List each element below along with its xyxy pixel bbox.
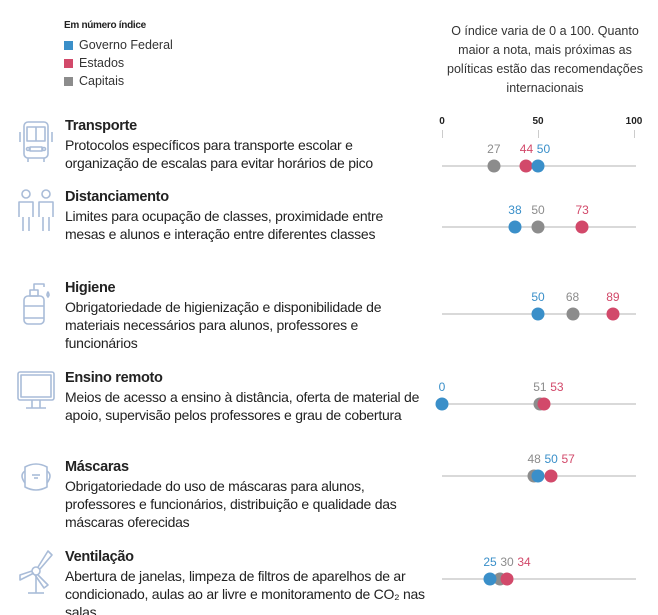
x-tick-mark (442, 130, 443, 138)
dot-estados (519, 159, 533, 173)
dot-federal (531, 159, 545, 173)
value-label-capitais: 30 (500, 555, 514, 569)
track-line (442, 578, 636, 580)
legend-label: Estados (79, 56, 125, 70)
value-label-estados: 44 (519, 142, 534, 156)
value-label-federal: 50 (531, 290, 545, 304)
x-tick-mark (634, 130, 635, 138)
legend-item-estados: Estados (64, 54, 173, 72)
value-label-federal: 25 (483, 555, 497, 569)
legend-item-federal: Governo Federal (64, 36, 173, 54)
category-title: Transporte (65, 118, 137, 134)
legend-label: Capitais (79, 74, 125, 88)
dot-federal (531, 307, 545, 321)
dot-capitais (566, 307, 580, 321)
category-title: Ventilação (65, 549, 134, 565)
value-label-federal: 50 (544, 452, 558, 466)
dot-estados (500, 572, 514, 586)
value-label-federal: 0 (438, 380, 446, 394)
dot-federal (531, 469, 545, 483)
category-title: Ensino remoto (65, 370, 163, 386)
x-axis: 0 50 100 (0, 116, 658, 138)
dot-capitais (531, 220, 545, 234)
x-tick-label: 50 (532, 116, 544, 127)
dot-capitais (487, 159, 501, 173)
scale-note: O índice varia de 0 a 100. Quanto maior … (447, 24, 643, 95)
legend-item-capitais: Capitais (64, 72, 173, 90)
category-description: Abertura de janelas, limpeza de filtros … (65, 568, 425, 615)
soap-dispenser-icon (16, 280, 56, 325)
category-description: Obrigatoriedade do uso de máscaras para … (65, 478, 397, 530)
value-label-estados: 34 (517, 555, 531, 569)
legend-title: Em número índice (64, 20, 146, 31)
legend-swatch (64, 76, 73, 86)
category-title: Máscaras (65, 459, 129, 475)
value-label-federal: 38 (508, 203, 522, 217)
dot-estados (575, 220, 589, 234)
monitor-icon (16, 370, 56, 414)
legend-swatch (64, 58, 73, 68)
category-description: Protocolos específicos para transporte e… (65, 137, 373, 171)
dot-federal (483, 572, 497, 586)
value-label-capitais: 27 (487, 142, 501, 156)
dot-estados (606, 307, 620, 321)
value-label-estados: 57 (561, 452, 575, 466)
value-label-estados: 73 (575, 203, 589, 217)
legend-label: Governo Federal (79, 38, 173, 52)
category-title: Distanciamento (65, 189, 169, 205)
value-label-capitais: 50 (531, 203, 545, 217)
value-label-capitais: 51 (533, 380, 547, 394)
value-label-federal: 50 (536, 142, 551, 156)
legend: Em número índice Governo Federal Estados… (64, 20, 173, 90)
dot-estados (537, 397, 551, 411)
dot-estados (544, 469, 558, 483)
people-icon (16, 189, 56, 233)
value-label-estados: 53 (550, 380, 564, 394)
fan-icon (16, 549, 56, 594)
value-label-estados: 89 (606, 290, 620, 304)
value-label-capitais: 48 (527, 452, 541, 466)
value-label-capitais: 68 (565, 290, 580, 304)
category-description: Obrigatoriedade de higienização e dispon… (65, 299, 382, 351)
x-tick-label: 0 (439, 116, 445, 127)
dot-federal (435, 397, 449, 411)
category-description: Meios de acesso a ensino à distância, of… (65, 389, 420, 423)
x-tick-label: 100 (625, 116, 643, 127)
category-description: Limites para ocupação de classes, proxim… (65, 208, 383, 242)
category-title: Higiene (65, 280, 116, 296)
mask-icon (16, 459, 56, 503)
dot-federal (508, 220, 522, 234)
bus-icon (16, 118, 56, 162)
legend-swatch (64, 40, 73, 50)
x-tick-mark (538, 130, 539, 138)
